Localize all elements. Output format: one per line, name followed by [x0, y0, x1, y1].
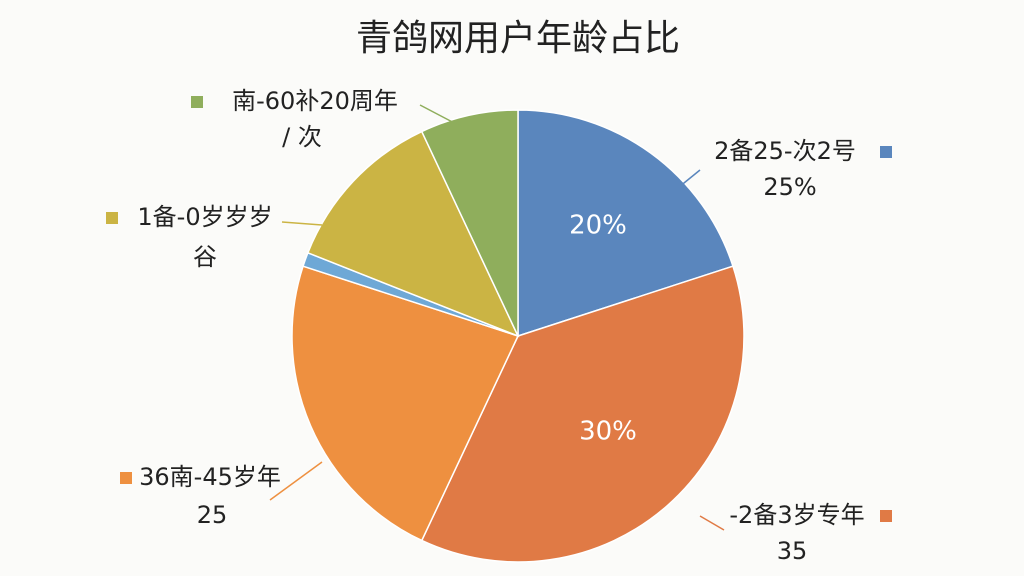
callout-label: -2备3岁专年: [729, 501, 864, 529]
leader-line: [281, 221, 323, 226]
leader-line: [699, 515, 725, 531]
callout-sub: 25%: [763, 173, 816, 201]
legend-swatch: [106, 212, 118, 224]
callout-sub: 25: [197, 501, 228, 529]
chart-title: 青鸽网用户年龄占比: [356, 18, 680, 59]
legend-swatch: [880, 510, 892, 522]
callout-label: 36南-45岁年: [139, 463, 281, 491]
pie-slice: [517, 109, 734, 338]
slice-label: 30%: [579, 417, 637, 447]
callout-label: 1备-0岁岁岁: [137, 203, 272, 231]
legend-swatch: [191, 96, 203, 108]
callout-label: 南-60补20周年: [232, 87, 398, 115]
leader-line: [667, 169, 701, 197]
pie-slice: [420, 265, 745, 563]
callout-sub: 35: [777, 537, 808, 565]
pie-slice: [306, 130, 520, 338]
slice-label: 20%: [569, 211, 627, 241]
leader-line: [419, 104, 461, 127]
legend-swatch: [880, 146, 892, 158]
pie-slice: [291, 265, 520, 542]
callout-sub: / 次: [282, 123, 322, 151]
callout-sub: 谷: [193, 243, 217, 271]
legend-swatch: [120, 472, 132, 484]
callout-label: 2备25-次2号: [714, 137, 856, 165]
leader-line: [269, 461, 323, 501]
pie-slice: [420, 109, 519, 337]
